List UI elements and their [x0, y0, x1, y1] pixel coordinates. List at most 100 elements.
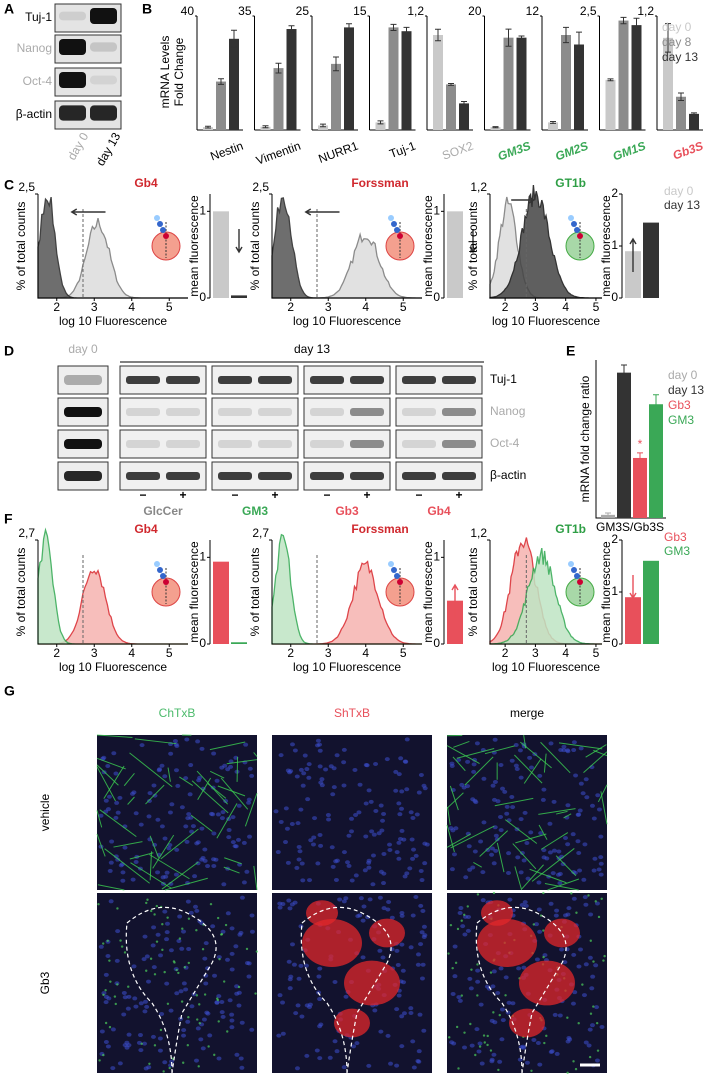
nucleus: [551, 848, 557, 853]
nucleus: [587, 955, 593, 960]
nucleus: [399, 913, 405, 918]
nucleus: [181, 1028, 187, 1033]
nucleus: [558, 747, 564, 752]
nucleus: [478, 839, 484, 844]
nucleus: [326, 817, 332, 822]
nucleus: [304, 767, 310, 772]
category-label: GM1S: [611, 139, 648, 164]
neurite: [585, 744, 607, 758]
glycan-icon: [160, 573, 166, 579]
y-tick-label: 1,2: [470, 180, 487, 194]
nucleus: [110, 1066, 116, 1071]
nucleus: [389, 947, 395, 952]
nucleus: [378, 803, 384, 808]
nucleus: [397, 812, 403, 817]
speckle: [460, 994, 463, 997]
neurite: [446, 745, 480, 764]
blot-row-label: Oct-4: [490, 436, 520, 450]
speckle: [545, 1034, 548, 1038]
y-tick-label: 35: [238, 4, 252, 18]
nucleus: [536, 880, 542, 885]
neurite: [96, 810, 103, 828]
bar: [617, 372, 631, 518]
y-tick-label: 0: [199, 636, 206, 650]
nucleus: [547, 850, 553, 855]
micrograph: [97, 893, 257, 1073]
nucleus: [229, 926, 235, 931]
nucleus: [535, 1041, 541, 1045]
nucleus: [300, 878, 306, 883]
nucleus: [292, 748, 298, 753]
nucleus: [183, 987, 189, 992]
legend-entry: day 0: [668, 368, 698, 382]
x-tick-label: 2: [502, 300, 509, 314]
nucleus: [246, 800, 252, 805]
bar: [216, 81, 226, 130]
blot-band: [442, 376, 476, 384]
nucleus: [152, 793, 158, 798]
nucleus: [468, 986, 474, 991]
nucleus: [492, 825, 498, 830]
nucleus: [557, 881, 563, 886]
bar: [548, 122, 558, 130]
nucleus: [596, 807, 602, 812]
nucleus: [594, 1005, 600, 1010]
speckle: [457, 1067, 460, 1070]
nucleus: [216, 1056, 222, 1061]
nucleus: [204, 1010, 210, 1015]
legend-entry: day 0: [662, 20, 692, 34]
blot-row-label: Oct-4: [23, 74, 53, 88]
bar: [503, 37, 514, 130]
error-bar: [377, 120, 384, 125]
category-label: SOX2: [440, 139, 475, 163]
speckle: [109, 980, 112, 983]
axes: [271, 540, 422, 645]
blot-band: [258, 376, 292, 384]
significance-marker: *: [638, 437, 643, 451]
nucleus: [103, 972, 109, 977]
nucleus: [459, 782, 465, 787]
blot-band: [218, 376, 252, 384]
blot-band: [442, 440, 476, 448]
nucleus: [571, 870, 577, 875]
blot-band: [166, 408, 200, 416]
nucleus: [552, 1012, 558, 1017]
nucleus: [451, 852, 457, 857]
nucleus: [298, 767, 304, 772]
neurite: [520, 741, 552, 769]
nucleus: [299, 1014, 305, 1019]
nucleus: [162, 774, 168, 779]
speckle: [226, 1030, 229, 1033]
error-bar: [563, 26, 569, 44]
nucleus: [572, 990, 578, 995]
nucleus: [177, 914, 183, 919]
blot-band: [402, 440, 436, 448]
nucleus: [341, 783, 347, 788]
neurite: [123, 772, 135, 787]
nucleus: [450, 828, 456, 833]
nucleus: [157, 1048, 163, 1053]
nucleus: [449, 763, 455, 768]
nucleus: [576, 964, 582, 969]
nucleus: [236, 803, 242, 808]
nucleus: [363, 834, 369, 839]
x-axis-label: log 10 Fluorescence: [492, 314, 600, 328]
nucleus: [219, 1000, 225, 1005]
nucleus: [106, 794, 112, 799]
nucleus: [393, 788, 399, 793]
nucleus: [109, 839, 115, 844]
speckle: [196, 1018, 199, 1021]
speckle: [198, 1003, 201, 1006]
y-tick-label: 1: [611, 584, 618, 598]
glycan-icon: [397, 579, 403, 585]
nucleus: [317, 966, 323, 971]
neurite: [97, 884, 125, 891]
neurite: [96, 764, 119, 786]
nucleus: [110, 1027, 116, 1032]
nucleus: [142, 999, 148, 1004]
nucleus: [565, 1039, 571, 1044]
nucleus: [230, 815, 236, 820]
y-tick-label: 1: [199, 204, 206, 218]
speckle: [469, 1022, 472, 1026]
speckle: [186, 1044, 190, 1047]
